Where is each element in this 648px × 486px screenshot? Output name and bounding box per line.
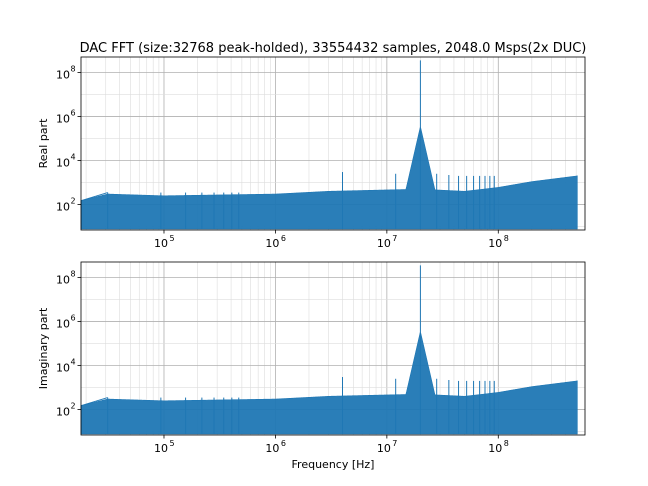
y-tick-label: 10 bbox=[56, 406, 70, 419]
x-tick-label: 10 bbox=[377, 442, 391, 455]
spectrum-segment bbox=[80, 192, 108, 202]
y-tick-label: 10 bbox=[56, 112, 70, 125]
axes-frame bbox=[80, 56, 586, 231]
spectrum bbox=[80, 265, 578, 435]
y-tick-exponent: 4 bbox=[70, 153, 75, 162]
spectrum bbox=[80, 60, 578, 230]
x-tick-exponent: 6 bbox=[281, 234, 286, 243]
y-tick-exponent: 2 bbox=[70, 402, 75, 411]
figure-title: DAC FFT (size:32768 peak-holded), 335544… bbox=[80, 41, 587, 56]
x-tick-exponent: 7 bbox=[392, 439, 397, 448]
y-tick-label: 10 bbox=[56, 201, 70, 214]
spectrum-body bbox=[80, 127, 578, 230]
x-tick-exponent: 5 bbox=[169, 439, 174, 448]
y-tick-label: 10 bbox=[56, 273, 70, 286]
y-tick-exponent: 4 bbox=[70, 358, 75, 367]
y-axis-label: Real part bbox=[37, 118, 50, 168]
x-tick-label: 10 bbox=[488, 442, 502, 455]
y-tick-exponent: 6 bbox=[70, 313, 75, 322]
y-tick-exponent: 6 bbox=[70, 108, 75, 117]
spectrum-segment bbox=[80, 397, 108, 407]
x-tick-label: 10 bbox=[154, 442, 168, 455]
axes-frame bbox=[80, 261, 586, 436]
spectrum-body bbox=[80, 332, 578, 435]
y-tick-label: 10 bbox=[56, 157, 70, 170]
x-tick-exponent: 7 bbox=[392, 234, 397, 243]
x-tick-label: 10 bbox=[265, 442, 279, 455]
x-tick-label: 10 bbox=[154, 237, 168, 250]
y-axis-label: Imaginary part bbox=[37, 307, 50, 389]
y-tick-exponent: 8 bbox=[70, 64, 75, 73]
y-tick-exponent: 8 bbox=[70, 269, 75, 278]
x-tick-exponent: 5 bbox=[169, 234, 174, 243]
x-tick-label: 10 bbox=[265, 237, 279, 250]
x-axis-label: Frequency [Hz] bbox=[292, 458, 375, 471]
x-tick-label: 10 bbox=[377, 237, 391, 250]
x-tick-label: 10 bbox=[488, 237, 502, 250]
x-tick-exponent: 6 bbox=[281, 439, 286, 448]
x-tick-exponent: 8 bbox=[504, 234, 509, 243]
y-tick-exponent: 2 bbox=[70, 197, 75, 206]
x-tick-exponent: 8 bbox=[504, 439, 509, 448]
y-tick-label: 10 bbox=[56, 317, 70, 330]
y-tick-label: 10 bbox=[56, 362, 70, 375]
y-tick-label: 10 bbox=[56, 68, 70, 81]
